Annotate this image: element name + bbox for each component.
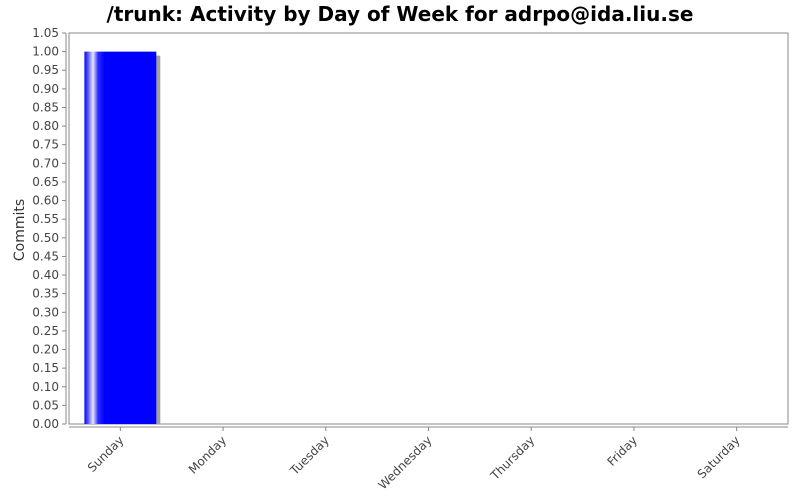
y-tick-label: 0.20 [32, 343, 59, 357]
y-tick-label: 1.05 [32, 26, 59, 40]
y-tick-label: 0.05 [32, 398, 59, 412]
x-axis-ticks: Sunday Monday Tuesday Wednesday Thursday Frid… [85, 427, 743, 492]
y-tick-label: 0.65 [32, 175, 59, 189]
plot-area [68, 32, 789, 425]
y-tick-label: 0.40 [32, 268, 59, 282]
y-tick-label: 0.10 [32, 380, 59, 394]
y-tick-label: 0.70 [32, 156, 59, 170]
y-tick-label: 0.60 [32, 194, 59, 208]
y-tick-label: 1.00 [32, 45, 59, 59]
y-tick-label: 0.30 [32, 305, 59, 319]
y-tick-label: 0.90 [32, 82, 59, 96]
y-tick-label: 0.45 [32, 249, 59, 263]
y-tick-label: 0.75 [32, 138, 59, 152]
chart-title: /trunk: Activity by Day of Week for adrp… [107, 2, 694, 26]
y-tick-label: 0.85 [32, 100, 59, 114]
x-tick-label: Tuesday [287, 433, 332, 478]
y-axis-ticks: 0.00 0.05 0.10 0.15 0.20 0.25 0.30 0.35 0.40 0.45… [32, 26, 66, 431]
y-tick-label: 0.15 [32, 361, 59, 375]
y-tick-label: 0.00 [32, 417, 59, 431]
y-tick-label: 0.50 [32, 231, 59, 245]
bars [84, 51, 161, 424]
x-tick-label: Wednesday [376, 433, 435, 492]
x-tick-label: Friday [604, 433, 640, 469]
x-tick-label: Monday [186, 433, 229, 476]
y-tick-label: 0.35 [32, 287, 59, 301]
y-tick-label: 0.55 [32, 212, 59, 226]
x-tick-label: Saturday [695, 433, 743, 481]
bar-sunday [84, 51, 157, 424]
y-tick-label: 0.95 [32, 63, 59, 77]
y-axis-label: Commits [12, 199, 28, 261]
y-tick-label: 0.25 [32, 324, 59, 338]
y-tick-label: 0.80 [32, 119, 59, 133]
x-tick-label: Thursday [487, 433, 537, 483]
x-tick-label: Sunday [85, 433, 127, 475]
